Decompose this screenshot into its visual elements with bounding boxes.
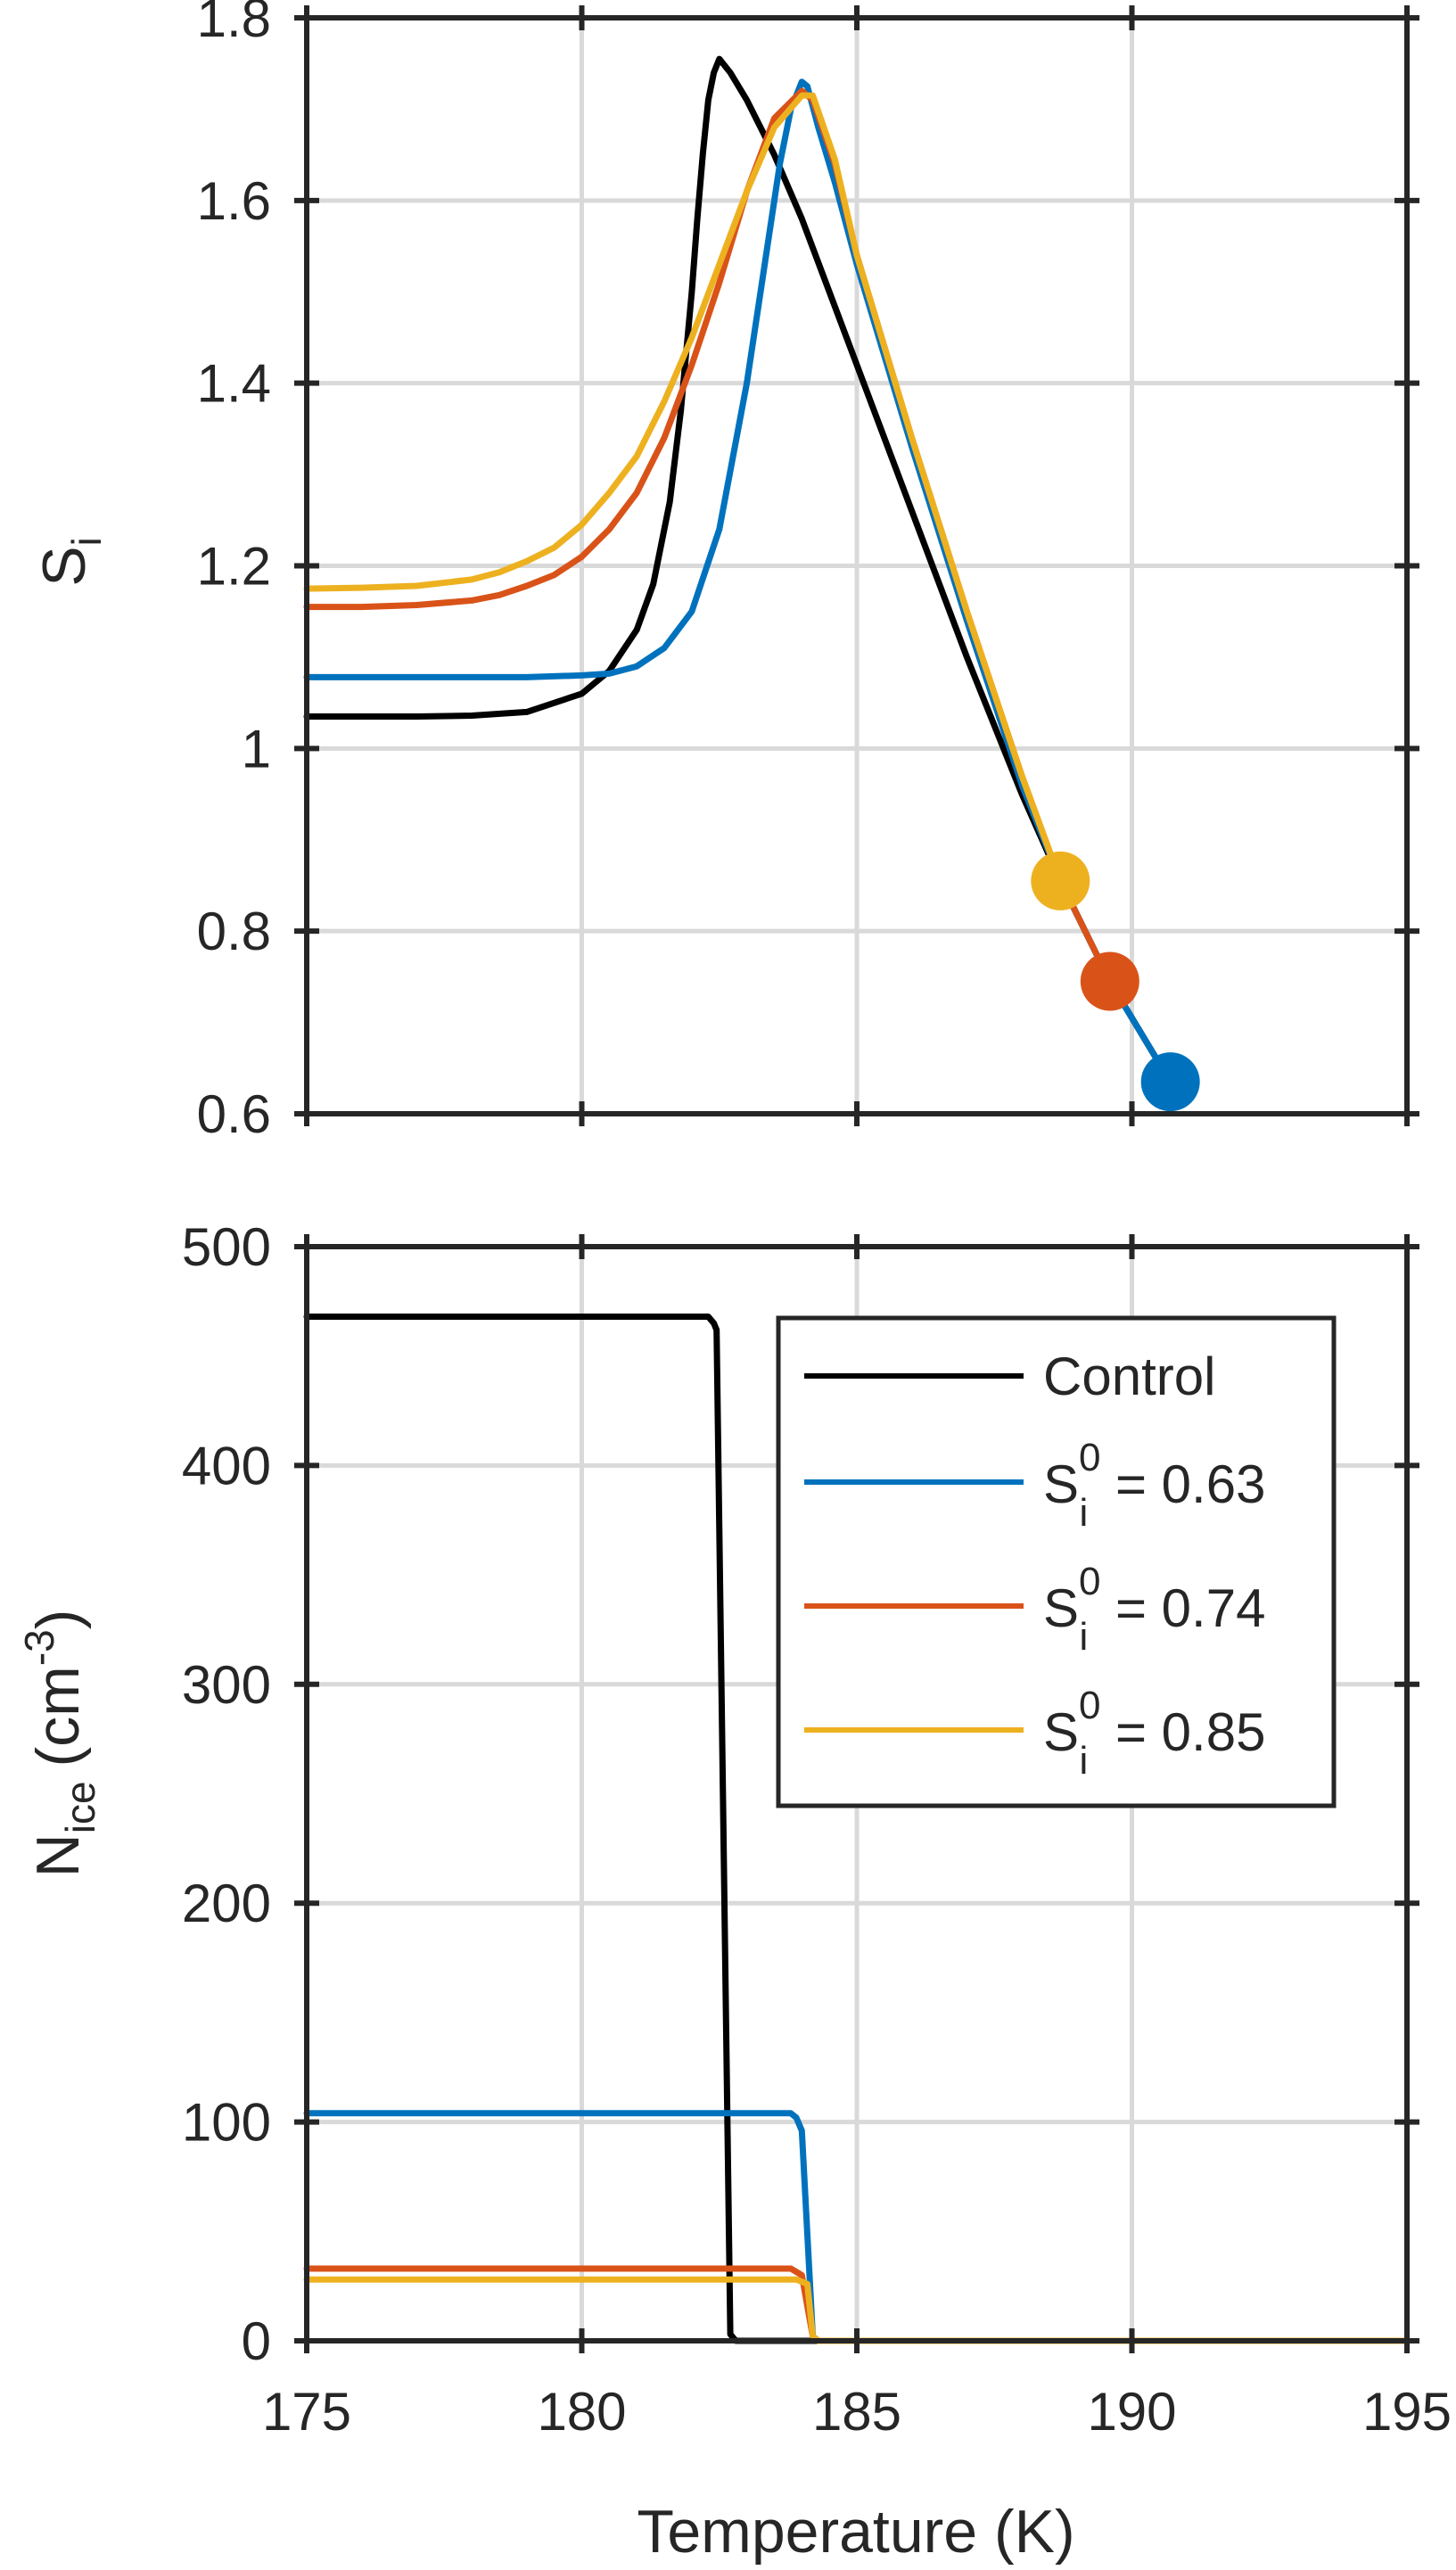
si-sub: i bbox=[63, 537, 110, 546]
bottom-x-tick-labels: 175 180 185 190 195 bbox=[262, 2382, 1452, 2442]
top-y-axis-label: Si bbox=[30, 537, 110, 587]
bottom-panel-nice: 0 100 200 300 400 500 175 180 185 190 195 Nice (cm… bbox=[16, 1217, 1452, 2566]
bottom-y-tick-labels: 0 100 200 300 400 500 bbox=[182, 1217, 271, 2371]
bottom-axes-box bbox=[294, 1234, 1419, 2353]
y-tick-label: 300 bbox=[182, 1655, 271, 1715]
legend-label-s074: S0 i = 0.74 bbox=[1043, 1560, 1265, 1659]
top-axes-box bbox=[294, 5, 1419, 1126]
start-marker-s074 bbox=[1080, 951, 1139, 1011]
top-y-tick-labels: 0.6 0.8 1 1.2 1.4 1.6 1.8 bbox=[197, 0, 271, 1144]
bottom-y-axis-label: Nice (cm-3) bbox=[16, 1610, 103, 1878]
legend: Control S0 i = 0.63 S0 i = 0.74 S0 i = 0.85 bbox=[776, 1315, 1337, 1808]
x-tick-label: 195 bbox=[1362, 2382, 1452, 2442]
y-tick-label: 0.6 bbox=[197, 1084, 271, 1144]
y-tick-label: 1.8 bbox=[197, 0, 271, 48]
y-tick-label: 1.6 bbox=[197, 171, 271, 231]
legend-item-s063: S0 i = 0.63 bbox=[804, 1436, 1265, 1535]
y-tick-label: 0 bbox=[242, 2311, 271, 2371]
x-tick-label: 185 bbox=[812, 2382, 901, 2442]
top-grid bbox=[307, 18, 1407, 1114]
y-tick-label: 500 bbox=[182, 1217, 271, 1277]
nice-unit-pre: (cm bbox=[24, 1666, 92, 1767]
nice-unit-sup: -3 bbox=[16, 1629, 62, 1666]
y-tick-label: 400 bbox=[182, 1436, 271, 1495]
si-main: S bbox=[30, 546, 98, 586]
x-tick-label: 175 bbox=[262, 2382, 351, 2442]
y-tick-label: 1.4 bbox=[197, 354, 271, 414]
legend-label-s085: S0 i = 0.85 bbox=[1043, 1684, 1265, 1783]
y-tick-label: 200 bbox=[182, 1874, 271, 1933]
series-line-s085 bbox=[303, 92, 1064, 885]
y-tick-label: 1 bbox=[242, 719, 271, 778]
legend-label-control: Control bbox=[1043, 1347, 1215, 1406]
nice-sub: ice bbox=[57, 1781, 103, 1833]
legend-item-s074: S0 i = 0.74 bbox=[804, 1560, 1265, 1659]
start-marker-s063 bbox=[1140, 1052, 1200, 1112]
nice-unit-post: ) bbox=[24, 1610, 92, 1630]
x-tick-label: 180 bbox=[537, 2382, 626, 2442]
series-line-control bbox=[303, 55, 1174, 1085]
x-axis-label: Temperature (K) bbox=[637, 2498, 1074, 2566]
top-series-lines bbox=[303, 55, 1174, 1085]
legend-item-s085: S0 i = 0.85 bbox=[804, 1684, 1265, 1783]
x-tick-label: 190 bbox=[1087, 2382, 1176, 2442]
y-tick-label: 1.2 bbox=[197, 537, 271, 597]
start-marker-s085 bbox=[1031, 851, 1090, 910]
legend-item-control: Control bbox=[804, 1347, 1215, 1406]
y-tick-label: 0.8 bbox=[197, 902, 271, 961]
y-tick-label: 100 bbox=[182, 2093, 271, 2153]
legend-label-s063: S0 i = 0.63 bbox=[1043, 1436, 1265, 1535]
top-start-markers bbox=[1031, 851, 1200, 1112]
top-panel-si: 0.6 0.8 1 1.2 1.4 1.6 1.8 Si bbox=[30, 0, 1419, 1144]
series-line-s074 bbox=[303, 87, 1114, 984]
nice-main: N bbox=[24, 1833, 92, 1877]
legend-box bbox=[776, 1315, 1337, 1808]
